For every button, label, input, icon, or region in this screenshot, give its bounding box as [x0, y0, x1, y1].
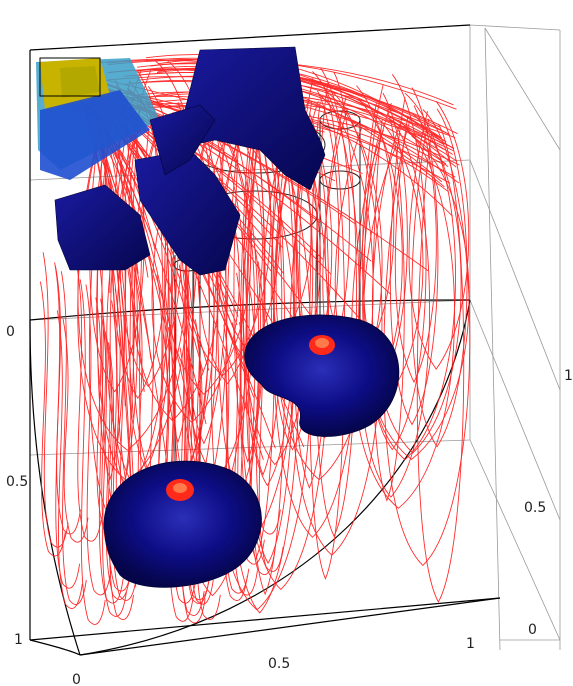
streamline-loop — [351, 120, 454, 508]
bottom-axis-tick-0: 0 — [72, 672, 81, 686]
isosurface-torus-upper — [245, 315, 399, 437]
right-axis-tick-1: 0.5 — [524, 500, 546, 516]
isosurface-torus-lower — [104, 461, 261, 587]
streamline-curtain — [61, 271, 86, 604]
bottom-axis: 0 0.5 1 — [72, 636, 475, 686]
left-axis-tick-2: 1 — [14, 632, 23, 648]
streamline-loop — [384, 110, 470, 566]
right-axis: 1 0.5 0 — [524, 368, 573, 638]
right-axis-tick-0: 1 — [564, 368, 573, 384]
bottom-axis-tick-2: 1 — [466, 636, 475, 652]
streamline-curtain — [57, 310, 82, 608]
bottom-axis-tick-1: 0.5 — [268, 656, 290, 672]
left-axis-tick-1: 0.5 — [6, 474, 28, 490]
streamline-loop — [372, 109, 404, 500]
left-axis: 0 0.5 1 — [6, 324, 28, 648]
right-axis-tick-2: 0 — [528, 622, 537, 638]
left-axis-tick-0: 0 — [6, 324, 15, 340]
